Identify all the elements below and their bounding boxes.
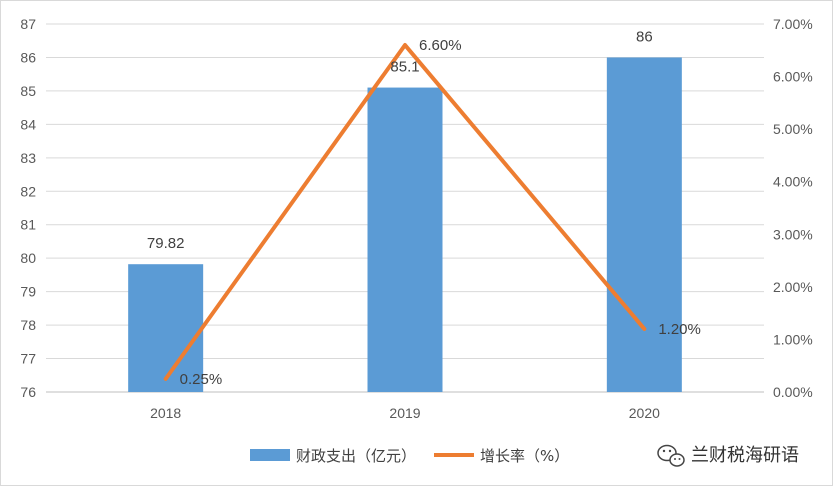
watermark: 兰财税海研语 xyxy=(658,445,799,466)
legend-bar-label: 财政支出（亿元） xyxy=(296,447,416,465)
line-data-label: 0.25% xyxy=(180,371,223,388)
bar-data-label: 86 xyxy=(636,28,653,45)
right-axis-ticks: 0.00% 1.00% 2.00% 3.00% 4.00% 5.00% 6.00% 7.00% xyxy=(773,16,813,400)
legend: 财政支出（亿元） 增长率（%） xyxy=(250,447,569,465)
x-axis-tick-label: 2020 xyxy=(629,405,660,421)
left-axis-tick-label: 76 xyxy=(20,384,36,400)
left-axis-tick-label: 79 xyxy=(20,284,36,300)
right-axis-tick-label: 6.00% xyxy=(773,69,813,85)
legend-bar-swatch xyxy=(250,449,290,461)
bar-2020 xyxy=(607,57,682,392)
left-axis-tick-label: 81 xyxy=(20,217,36,233)
left-axis-tick-label: 84 xyxy=(20,116,36,132)
right-axis-tick-label: 7.00% xyxy=(773,16,813,32)
left-axis-tick-label: 83 xyxy=(20,150,36,166)
right-axis-tick-label: 5.00% xyxy=(773,121,813,137)
left-axis-tick-label: 85 xyxy=(20,83,36,99)
bar-2019 xyxy=(368,88,443,392)
left-axis-tick-label: 80 xyxy=(20,250,36,266)
legend-line-label: 增长率（%） xyxy=(480,447,569,465)
left-axis-tick-label: 86 xyxy=(20,49,36,65)
line-data-label: 1.20% xyxy=(658,321,701,338)
bar-data-label: 85.1 xyxy=(390,59,419,76)
right-axis-tick-label: 1.00% xyxy=(773,331,813,347)
right-axis-tick-label: 3.00% xyxy=(773,226,813,242)
left-axis-tick-label: 87 xyxy=(20,16,36,32)
left-axis-tick-label: 77 xyxy=(20,351,36,367)
left-axis-ticks: 76 77 78 79 80 81 82 83 84 85 86 87 xyxy=(20,16,36,400)
x-axis-ticks: 2018 2019 2020 xyxy=(150,405,660,421)
right-axis-tick-label: 0.00% xyxy=(773,384,813,400)
x-axis-tick-label: 2018 xyxy=(150,405,181,421)
right-axis-tick-label: 4.00% xyxy=(773,174,813,190)
wechat-icon xyxy=(658,446,684,467)
bar-data-label: 79.82 xyxy=(147,235,185,252)
watermark-text: 兰财税海研语 xyxy=(691,445,799,466)
x-axis-tick-label: 2019 xyxy=(389,405,420,421)
right-axis-tick-label: 2.00% xyxy=(773,279,813,295)
line-data-label: 6.60% xyxy=(419,37,462,54)
left-axis-tick-label: 82 xyxy=(20,183,36,199)
left-axis-tick-label: 78 xyxy=(20,317,36,333)
